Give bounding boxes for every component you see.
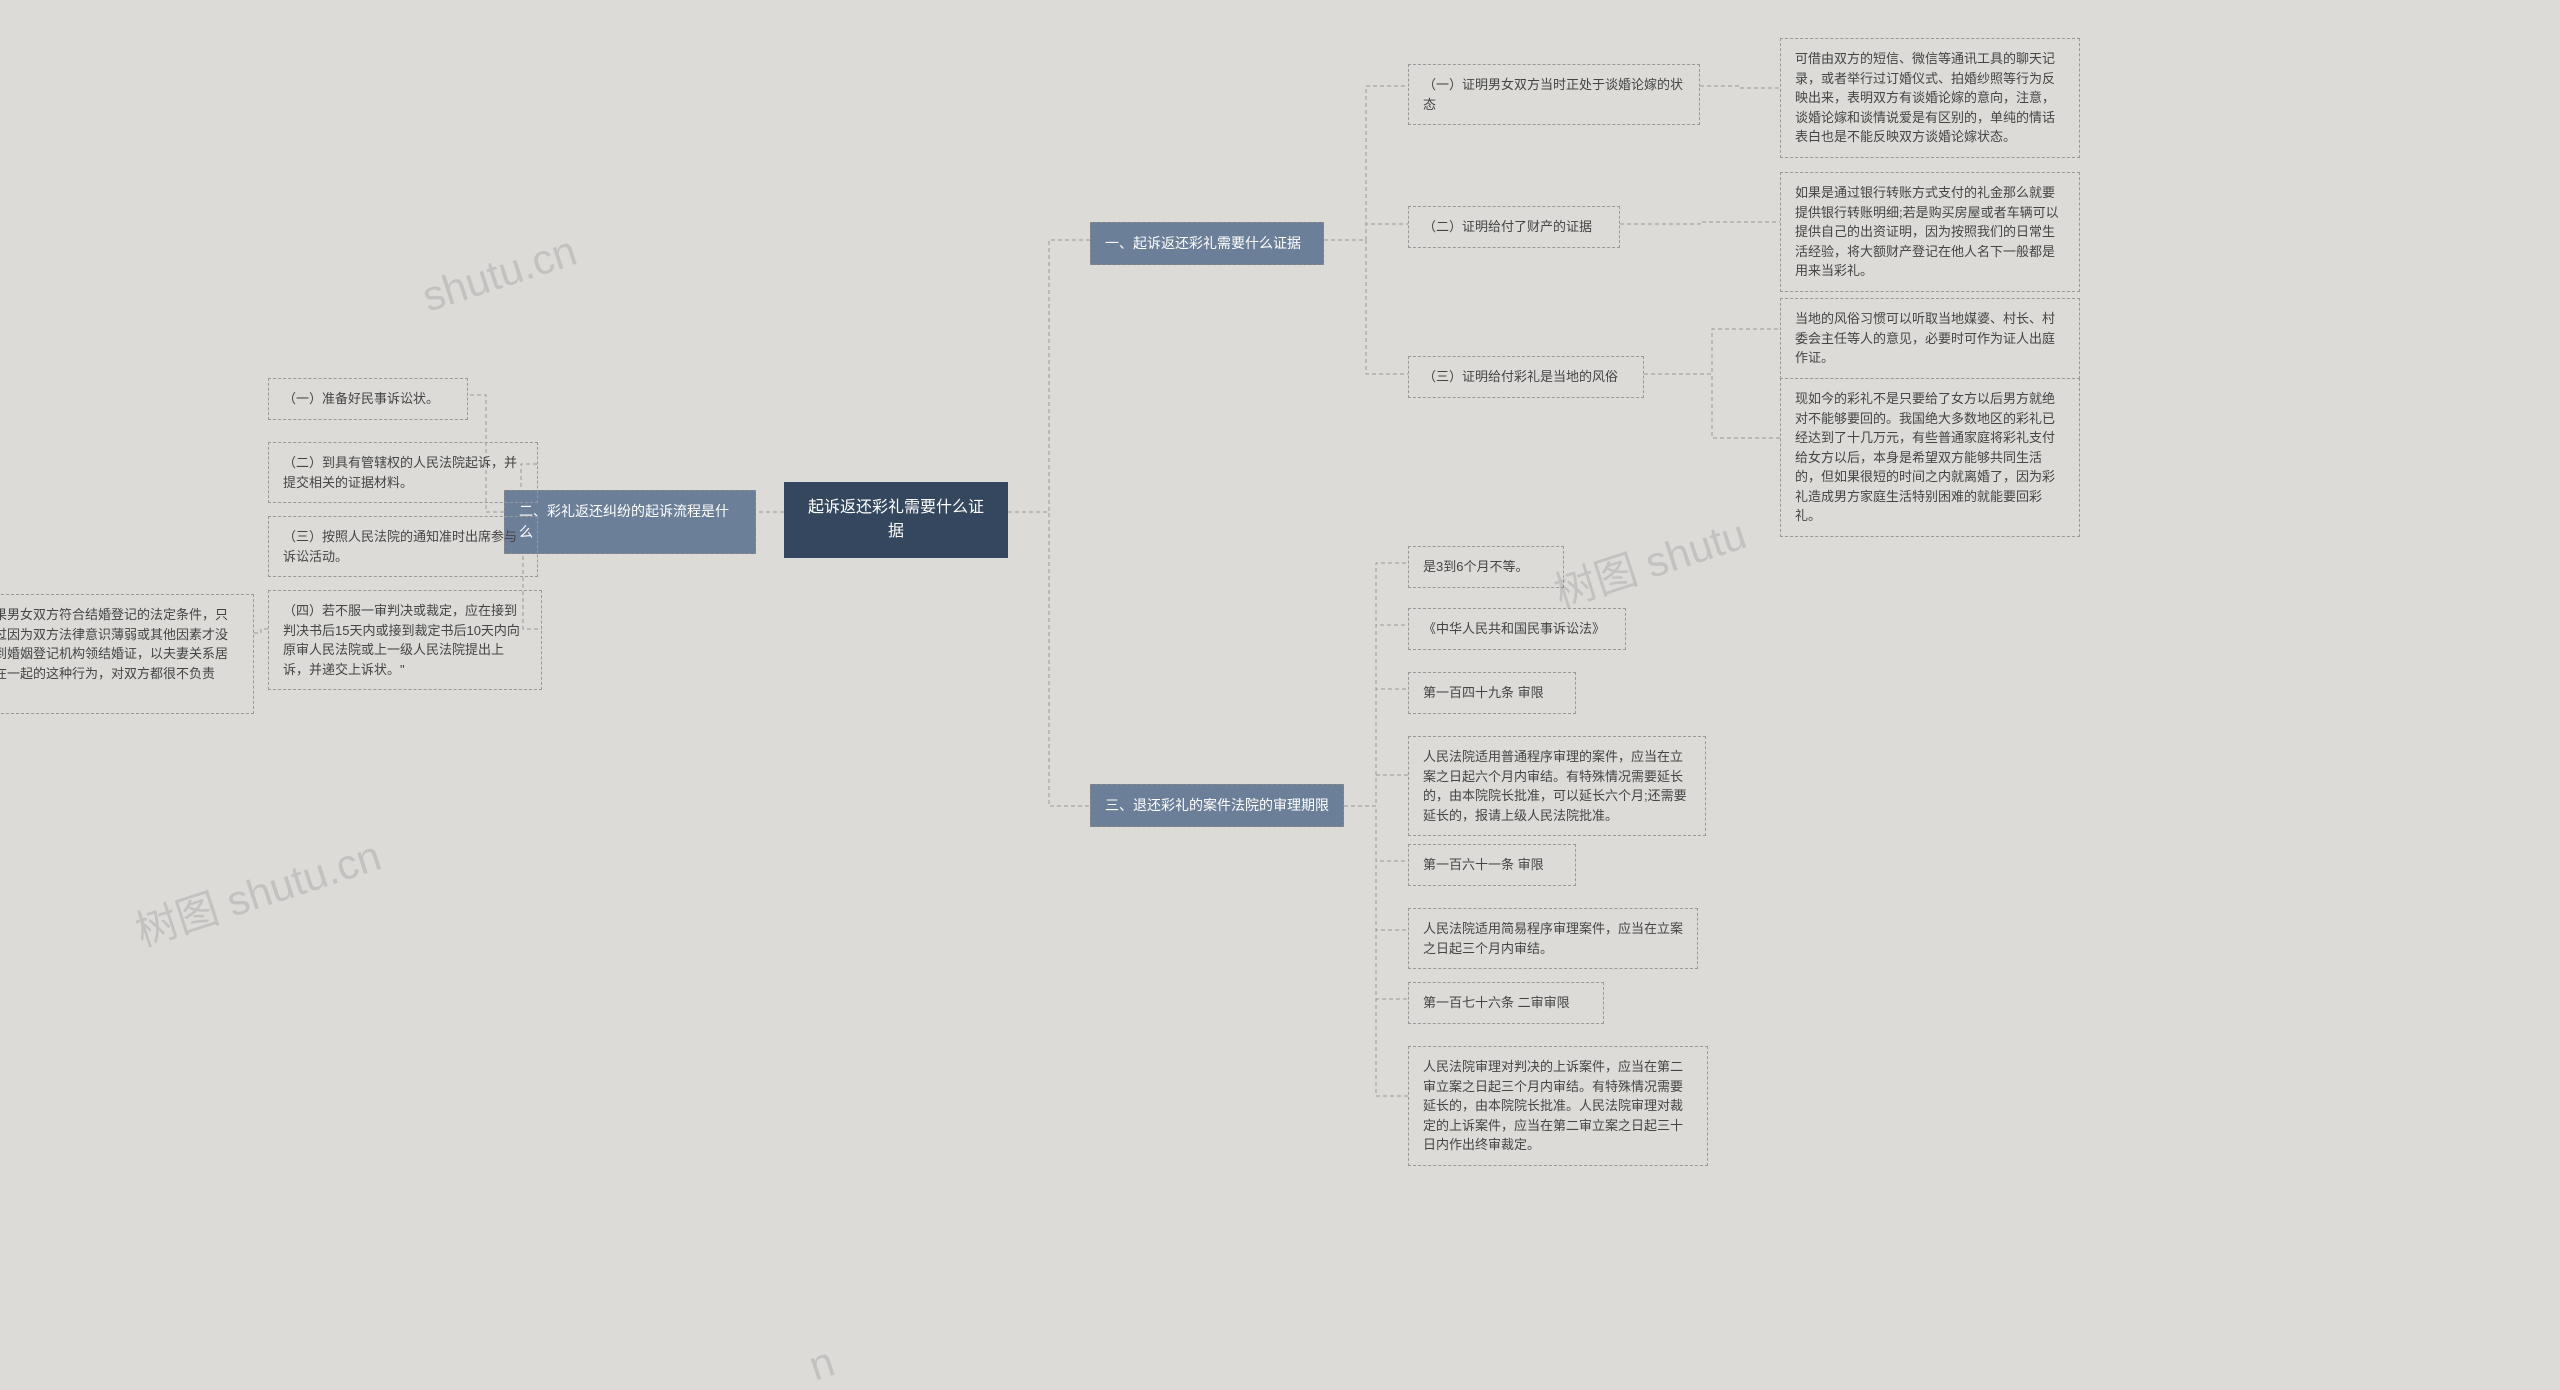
leaf-b1-b1c3-b1c3b-text: 现如今的彩礼不是只要给了女方以后男方就绝对不能够要回的。我国绝大多数地区的彩礼已… (1795, 391, 2055, 523)
leaf-b3-b3c4: 人民法院适用普通程序审理的案件，应当在立案之日起六个月内审结。有特殊情况需要延长… (1408, 736, 1706, 836)
leaf-b3-b3c2-text: 《中华人民共和国民事诉讼法》 (1423, 621, 1605, 636)
leaf-b1-b1c2-b1c2a: 如果是通过银行转账方式支付的礼金那么就要提供银行转账明细;若是购买房屋或者车辆可… (1780, 172, 2080, 292)
leaf-b1-b1c2: （二）证明给付了财产的证据 (1408, 206, 1620, 248)
leaf-b3-b3c8-text: 人民法院审理对判决的上诉案件，应当在第二审立案之日起三个月内审结。有特殊情况需要… (1423, 1059, 1683, 1152)
leaf-b2-b2c3: （三）按照人民法院的通知准时出席参与诉讼活动。 (268, 516, 538, 577)
center-text: 起诉返还彩礼需要什么证据 (808, 499, 984, 540)
leaf-b3-b3c7-text: 第一百七十六条 二审审限 (1423, 995, 1570, 1010)
leaf-b3-b3c3-text: 第一百四十九条 审限 (1423, 685, 1544, 700)
leaf-b1-b1c2-text: （二）证明给付了财产的证据 (1423, 219, 1592, 234)
leaf-b3-b3c2: 《中华人民共和国民事诉讼法》 (1408, 608, 1626, 650)
branch-b2-text: 二、彩礼返还纠纷的起诉流程是什么 (519, 503, 729, 540)
leaf-b3-b3c8: 人民法院审理对判决的上诉案件，应当在第二审立案之日起三个月内审结。有特殊情况需要… (1408, 1046, 1708, 1166)
leaf-b2-b2c2-text: （二）到具有管辖权的人民法院起诉，并提交相关的证据材料。 (283, 455, 517, 490)
leaf-b2-b2c4-b2c4a: 如果男女双方符合结婚登记的法定条件，只不过因为双方法律意识薄弱或其他因素才没有到… (0, 594, 254, 714)
leaf-b3-b3c1: 是3到6个月不等。 (1408, 546, 1564, 588)
leaf-b3-b3c5: 第一百六十一条 审限 (1408, 844, 1576, 886)
leaf-b3-b3c4-text: 人民法院适用普通程序审理的案件，应当在立案之日起六个月内审结。有特殊情况需要延长… (1423, 749, 1687, 823)
leaf-b3-b3c6: 人民法院适用简易程序审理案件，应当在立案之日起三个月内审结。 (1408, 908, 1698, 969)
leaf-b1-b1c3-b1c3a-text: 当地的风俗习惯可以听取当地媒婆、村长、村委会主任等人的意见，必要时可作为证人出庭… (1795, 311, 2055, 365)
center-node: 起诉返还彩礼需要什么证据 (784, 482, 1008, 558)
leaf-b3-b3c3: 第一百四十九条 审限 (1408, 672, 1576, 714)
branch-b3: 三、退还彩礼的案件法院的审理期限 (1090, 784, 1344, 827)
watermark: 树图 shutu (1545, 501, 1753, 620)
watermark: 树图 shutu.cn (127, 822, 388, 959)
leaf-b1-b1c2-b1c2a-text: 如果是通过银行转账方式支付的礼金那么就要提供银行转账明细;若是购买房屋或者车辆可… (1795, 185, 2059, 278)
watermark: n (803, 1338, 840, 1390)
leaf-b3-b3c5-text: 第一百六十一条 审限 (1423, 857, 1544, 872)
leaf-b2-b2c4-b2c4a-text: 如果男女双方符合结婚登记的法定条件，只不过因为双方法律意识薄弱或其他因素才没有到… (0, 607, 228, 700)
leaf-b1-b1c1: （一）证明男女双方当时正处于谈婚论嫁的状态 (1408, 64, 1700, 125)
leaf-b2-b2c1: （一）准备好民事诉讼状。 (268, 378, 468, 420)
leaf-b1-b1c3-b1c3a: 当地的风俗习惯可以听取当地媒婆、村长、村委会主任等人的意见，必要时可作为证人出庭… (1780, 298, 2080, 379)
leaf-b2-b2c4: （四）若不服一审判决或裁定，应在接到判决书后15天内或接到裁定书后10天内向原审… (268, 590, 542, 690)
leaf-b1-b1c1-b1c1a-text: 可借由双方的短信、微信等通讯工具的聊天记录，或者举行过订婚仪式、拍婚纱照等行为反… (1795, 51, 2055, 144)
branch-b3-text: 三、退还彩礼的案件法院的审理期限 (1105, 797, 1329, 813)
leaf-b1-b1c1-text: （一）证明男女双方当时正处于谈婚论嫁的状态 (1423, 77, 1683, 112)
leaf-b3-b3c6-text: 人民法院适用简易程序审理案件，应当在立案之日起三个月内审结。 (1423, 921, 1683, 956)
watermark: shutu.cn (416, 227, 582, 322)
leaf-b1-b1c3: （三）证明给付彩礼是当地的风俗 (1408, 356, 1644, 398)
branch-b1-text: 一、起诉返还彩礼需要什么证据 (1105, 235, 1301, 251)
leaf-b2-b2c4-text: （四）若不服一审判决或裁定，应在接到判决书后15天内或接到裁定书后10天内向原审… (283, 603, 520, 677)
branch-b1: 一、起诉返还彩礼需要什么证据 (1090, 222, 1324, 265)
leaf-b2-b2c3-text: （三）按照人民法院的通知准时出席参与诉讼活动。 (283, 529, 517, 564)
leaf-b3-b3c1-text: 是3到6个月不等。 (1423, 559, 1528, 574)
leaf-b1-b1c3-text: （三）证明给付彩礼是当地的风俗 (1423, 369, 1618, 384)
leaf-b1-b1c3-b1c3b: 现如今的彩礼不是只要给了女方以后男方就绝对不能够要回的。我国绝大多数地区的彩礼已… (1780, 378, 2080, 537)
leaf-b2-b2c1-text: （一）准备好民事诉讼状。 (283, 391, 439, 406)
leaf-b3-b3c7: 第一百七十六条 二审审限 (1408, 982, 1604, 1024)
leaf-b2-b2c2: （二）到具有管辖权的人民法院起诉，并提交相关的证据材料。 (268, 442, 538, 503)
branch-b2: 二、彩礼返还纠纷的起诉流程是什么 (504, 490, 756, 554)
leaf-b1-b1c1-b1c1a: 可借由双方的短信、微信等通讯工具的聊天记录，或者举行过订婚仪式、拍婚纱照等行为反… (1780, 38, 2080, 158)
